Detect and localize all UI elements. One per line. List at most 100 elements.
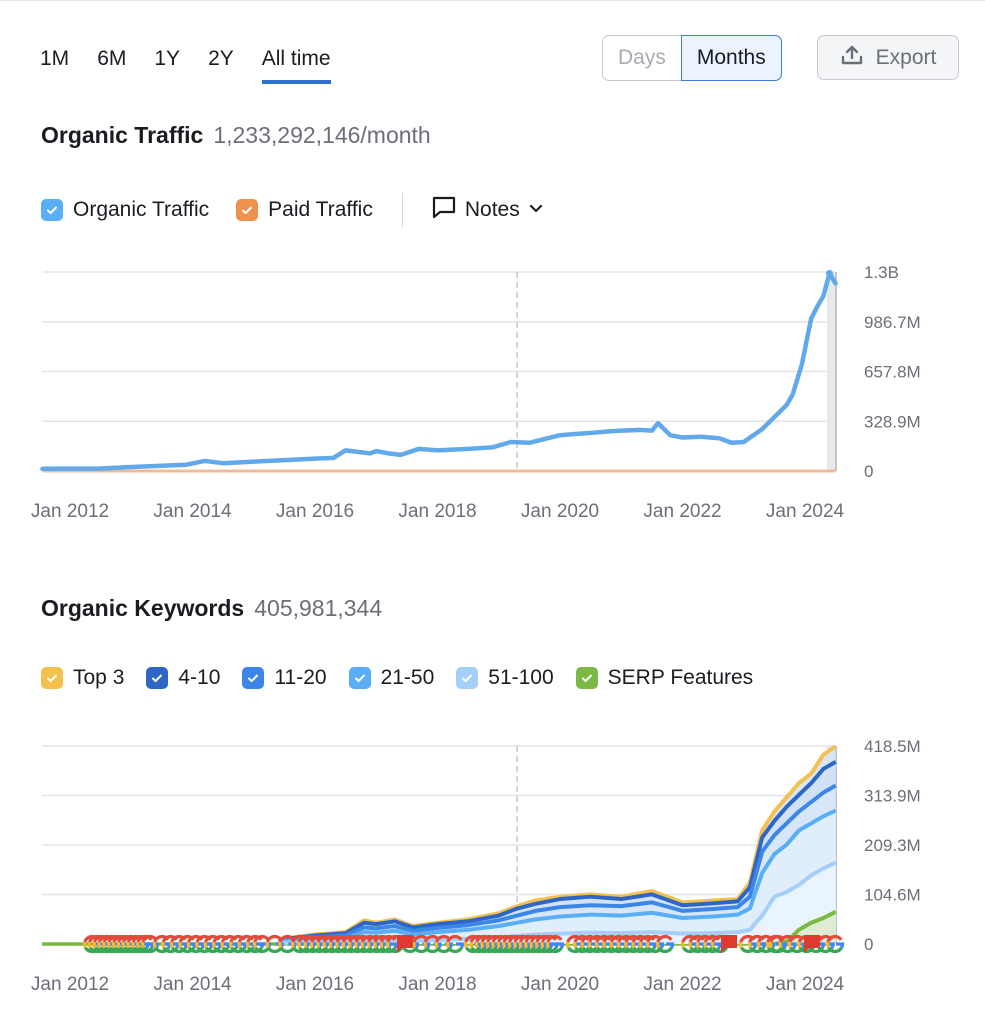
g-green-arc bbox=[213, 946, 229, 954]
traffic-chart[interactable]: 0 328.9M 657.8M 986.7M 1.3B Jan 2012 Jan 2014 J… bbox=[0, 255, 985, 522]
g-red-arc bbox=[609, 934, 627, 943]
export-button[interactable]: Export bbox=[817, 35, 959, 80]
days-button[interactable]: Days bbox=[602, 35, 681, 81]
g-green-arc bbox=[625, 946, 641, 954]
g-blue-arc bbox=[758, 942, 767, 949]
legend-label: 4-10 bbox=[178, 666, 221, 689]
g-yellow-arc bbox=[825, 941, 831, 949]
g-green-arc bbox=[380, 946, 397, 954]
period-tab[interactable]: All time bbox=[261, 44, 331, 84]
g-yellow-arc bbox=[169, 941, 174, 949]
keywords-legend: Top 3 4-10 11-20 21-50 51-100 SERP Features bbox=[41, 666, 775, 690]
legend-label: Top 3 bbox=[73, 666, 125, 689]
g-yellow-arc bbox=[290, 941, 296, 949]
granularity-toggle: Days Months bbox=[602, 35, 782, 81]
checkbox-icon[interactable] bbox=[41, 667, 63, 689]
g-yellow-arc bbox=[423, 941, 428, 949]
g-green-arc bbox=[547, 946, 563, 954]
keywords-chart[interactable]: 0 104.6M 209.3M 313.9M 418.5M Jan 2012 Jan 201… bbox=[0, 730, 985, 1000]
g-green-arc bbox=[230, 946, 246, 954]
g-yellow-arc bbox=[322, 941, 327, 949]
g-red-arc bbox=[566, 934, 583, 943]
legend-item[interactable]: 11-20 bbox=[242, 666, 327, 690]
g-yellow-arc bbox=[111, 941, 117, 949]
g-red-arc bbox=[246, 934, 263, 943]
g-blue-arc bbox=[836, 942, 845, 949]
export-label: Export bbox=[875, 45, 937, 69]
g-yellow-arc bbox=[140, 941, 146, 949]
legend-paid-traffic[interactable]: Paid Traffic bbox=[236, 198, 373, 222]
g-red-arc bbox=[602, 934, 619, 943]
keywords-title: Organic Keywords bbox=[41, 595, 245, 621]
y-tick-label: 986.7M bbox=[864, 313, 921, 332]
legend-divider bbox=[401, 193, 403, 227]
g-blue-arc bbox=[788, 942, 797, 949]
checkbox-icon[interactable] bbox=[456, 667, 479, 689]
y-tick-label: 0 bbox=[864, 462, 873, 481]
google-update-icon bbox=[825, 934, 845, 954]
checkbox-icon[interactable] bbox=[242, 667, 265, 689]
g-red-arc bbox=[446, 934, 463, 943]
g-blue-arc bbox=[179, 942, 189, 949]
google-update-icon bbox=[445, 934, 465, 954]
period-tab[interactable]: 2Y bbox=[208, 47, 234, 70]
g-blue-arc bbox=[239, 942, 248, 949]
g-yellow-arc bbox=[445, 941, 451, 949]
g-yellow-arc bbox=[347, 941, 353, 949]
g-yellow-arc bbox=[297, 941, 302, 949]
checkbox-icon[interactable] bbox=[236, 199, 259, 221]
organic-traffic-point bbox=[826, 269, 833, 277]
g-yellow-arc bbox=[203, 941, 208, 949]
legend-label: 11-20 bbox=[274, 666, 327, 689]
x-tick-label: Jan 2012 bbox=[31, 501, 109, 522]
g-blue-arc bbox=[779, 942, 788, 949]
g-yellow-arc bbox=[787, 941, 793, 949]
g-red-arc bbox=[540, 934, 558, 943]
period-tab[interactable]: 1M bbox=[40, 47, 70, 70]
y-tick-label: 209.3M bbox=[864, 836, 921, 855]
checkbox-icon[interactable] bbox=[41, 199, 63, 221]
g-yellow-arc bbox=[116, 941, 121, 949]
g-yellow-arc bbox=[136, 941, 141, 949]
g-yellow-arc bbox=[212, 941, 217, 949]
legend-label: SERP Features bbox=[607, 666, 754, 689]
g-blue-arc bbox=[230, 942, 239, 949]
legend-item[interactable]: SERP Features bbox=[575, 666, 754, 690]
period-tab[interactable]: 6M bbox=[97, 47, 127, 70]
checkbox-icon[interactable] bbox=[146, 667, 169, 689]
legend-item[interactable]: Top 3 bbox=[41, 666, 124, 690]
organic-traffic-line bbox=[40, 271, 838, 472]
g-yellow-arc bbox=[587, 941, 592, 949]
checkbox-icon[interactable] bbox=[348, 667, 371, 689]
x-tick-label: Jan 2012 bbox=[31, 974, 109, 995]
x-tick-label: Jan 2022 bbox=[643, 501, 721, 522]
g-yellow-arc bbox=[373, 941, 378, 949]
months-button[interactable]: Months bbox=[680, 35, 782, 81]
legend-organic-traffic[interactable]: Organic Traffic bbox=[41, 198, 209, 222]
g-green-arc bbox=[689, 946, 706, 954]
checkbox-icon[interactable] bbox=[575, 667, 598, 689]
google-update-icon bbox=[738, 934, 758, 954]
g-red-arc bbox=[580, 934, 598, 943]
legend-item[interactable]: 21-50 bbox=[348, 666, 434, 690]
g-green-arc bbox=[196, 946, 213, 954]
g-red-arc bbox=[696, 934, 713, 943]
g-green-arc bbox=[657, 946, 673, 954]
g-yellow-arc bbox=[507, 941, 512, 949]
g-yellow-arc bbox=[178, 941, 183, 949]
g-green-arc bbox=[596, 946, 612, 954]
g-yellow-arc bbox=[82, 941, 88, 949]
g-yellow-arc bbox=[469, 941, 474, 949]
notes-dropdown[interactable]: Notes bbox=[431, 194, 544, 226]
legend-item[interactable]: 51-100 bbox=[456, 666, 554, 690]
g-green-arc bbox=[697, 946, 713, 954]
g-yellow-arc bbox=[87, 941, 92, 949]
legend-item[interactable]: 4-10 bbox=[146, 666, 220, 690]
g-yellow-arc bbox=[645, 941, 651, 949]
g-blue-arc bbox=[205, 942, 214, 949]
traffic-legend: Organic Traffic Paid Traffic Notes bbox=[41, 193, 544, 227]
g-blue-arc bbox=[648, 942, 657, 949]
g-yellow-arc bbox=[335, 941, 340, 949]
period-tab[interactable]: 1Y bbox=[154, 47, 181, 70]
g-red-arc bbox=[546, 934, 563, 943]
